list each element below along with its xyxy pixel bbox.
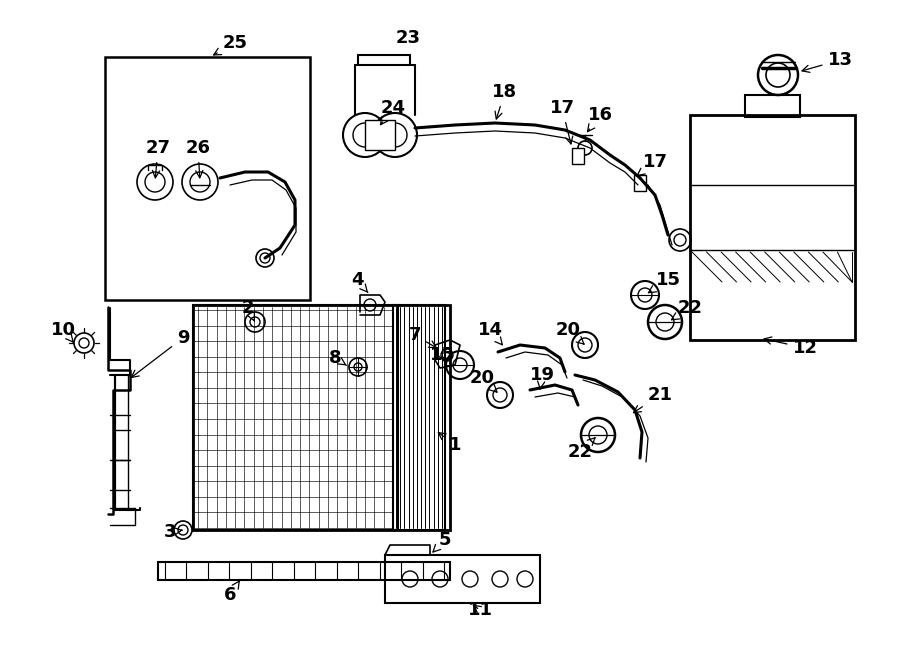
Text: 19: 19	[529, 366, 554, 389]
Text: 12: 12	[764, 337, 817, 357]
Text: 17: 17	[550, 99, 574, 144]
Text: 15: 15	[429, 346, 454, 364]
Bar	[365, 120, 395, 150]
Text: 15: 15	[649, 271, 680, 293]
Bar	[105, 57, 310, 300]
Bar	[572, 148, 584, 164]
Bar	[385, 555, 540, 603]
Text: 20: 20	[555, 321, 584, 344]
Text: 17: 17	[637, 153, 668, 176]
Bar	[745, 95, 800, 117]
Text: 10: 10	[50, 321, 76, 342]
Text: 9: 9	[131, 329, 189, 377]
Text: 18: 18	[492, 83, 517, 119]
Text: 22: 22	[568, 438, 595, 461]
Text: 2: 2	[242, 299, 255, 321]
Text: 5: 5	[433, 531, 451, 552]
Text: 16: 16	[588, 106, 613, 132]
Text: 26: 26	[185, 139, 211, 178]
Text: 8: 8	[328, 349, 346, 367]
Text: 22: 22	[671, 299, 703, 320]
Text: 13: 13	[802, 51, 852, 72]
Text: 25: 25	[213, 34, 248, 55]
Text: 7: 7	[409, 326, 436, 348]
Text: 27: 27	[146, 139, 170, 178]
Bar	[193, 305, 398, 530]
Text: 14: 14	[478, 321, 502, 345]
Bar	[634, 175, 646, 191]
Text: 11: 11	[467, 601, 492, 619]
Bar	[158, 562, 450, 580]
Bar	[193, 305, 450, 530]
Text: 3: 3	[164, 523, 182, 541]
Text: 24: 24	[381, 99, 406, 125]
Text: 6: 6	[224, 581, 239, 604]
Text: 23: 23	[395, 29, 420, 47]
Bar	[690, 115, 855, 340]
Text: 4: 4	[351, 271, 368, 293]
Text: 21: 21	[634, 386, 672, 412]
Bar	[393, 305, 445, 530]
Text: 1: 1	[438, 432, 461, 454]
Text: 20: 20	[470, 369, 497, 392]
